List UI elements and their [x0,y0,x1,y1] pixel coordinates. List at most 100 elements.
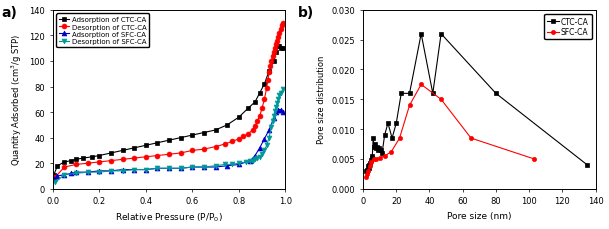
Adsorption of SFC-CA [72,171,80,174]
Desorption of SFC-CA [221,163,228,166]
Desorption of CTC-CA [200,148,208,151]
Adsorption of CTC-CA [119,149,126,152]
Adsorption of CTC-CA [166,139,173,142]
Desorption of SFC-CA [166,167,173,170]
Adsorption of CTC-CA [89,156,96,158]
Desorption of CTC-CA [275,36,282,39]
SFC-CA [406,104,413,107]
CTC-CA [373,147,380,150]
Adsorption of SFC-CA [200,166,208,169]
Desorption of CTC-CA [254,120,261,123]
Desorption of CTC-CA [258,107,266,110]
Desorption of SFC-CA [256,156,263,158]
Adsorption of CTC-CA [72,158,80,161]
SFC-CA [373,158,380,161]
Desorption of CTC-CA [235,138,242,141]
Adsorption of SFC-CA [54,175,61,177]
Desorption of SFC-CA [61,174,68,176]
Desorption of CTC-CA [240,135,247,138]
Line: SFC-CA: SFC-CA [364,83,536,179]
Desorption of SFC-CA [266,137,273,139]
Adsorption of SFC-CA [272,111,280,114]
Desorption of SFC-CA [275,98,282,101]
Adsorption of SFC-CA [107,170,114,172]
Adsorption of CTC-CA [54,165,61,167]
Adsorption of SFC-CA [130,169,138,171]
Desorption of SFC-CA [228,163,236,166]
Desorption of CTC-CA [263,87,270,90]
CTC-CA [364,169,371,171]
Text: b): b) [298,5,314,19]
Adsorption of SFC-CA [235,163,242,166]
Legend: CTC-CA, SFC-CA: CTC-CA, SFC-CA [544,15,592,40]
Adsorption of CTC-CA [276,45,283,48]
Adsorption of CTC-CA [256,92,263,95]
CTC-CA [370,146,378,149]
Adsorption of CTC-CA [96,155,103,157]
Desorption of CTC-CA [96,161,103,164]
CTC-CA [362,170,370,172]
Adsorption of SFC-CA [212,166,219,169]
Adsorption of SFC-CA [270,117,277,120]
Adsorption of CTC-CA [79,157,86,160]
Desorption of SFC-CA [84,171,91,174]
Desorption of SFC-CA [272,106,280,109]
Adsorption of CTC-CA [224,124,231,127]
Desorption of CTC-CA [130,157,138,160]
Adsorption of SFC-CA [177,167,185,170]
Desorption of SFC-CA [153,167,161,170]
Adsorption of SFC-CA [153,167,161,170]
Adsorption of SFC-CA [277,109,284,112]
Desorption of SFC-CA [177,167,185,170]
Desorption of SFC-CA [273,102,281,105]
SFC-CA [370,158,378,161]
Desorption of CTC-CA [221,143,228,146]
CTC-CA [363,170,370,172]
Desorption of SFC-CA [200,166,208,169]
Desorption of SFC-CA [269,120,276,123]
Adsorption of CTC-CA [107,152,114,155]
Adsorption of SFC-CA [119,169,126,171]
SFC-CA [418,84,425,86]
Adsorption of SFC-CA [142,169,149,171]
Adsorption of SFC-CA [61,174,68,176]
Line: Desorption of CTC-CA: Desorption of CTC-CA [52,21,286,180]
Line: Desorption of SFC-CA: Desorption of SFC-CA [52,87,286,185]
CTC-CA [371,143,379,146]
Desorption of CTC-CA [61,166,68,169]
SFC-CA [381,155,389,158]
Desorption of CTC-CA [278,25,286,27]
CTC-CA [368,157,375,159]
SFC-CA [437,98,445,101]
X-axis label: Relative Pressure (P/P$_0$): Relative Pressure (P/P$_0$) [115,211,223,224]
SFC-CA [467,137,474,140]
Adsorption of CTC-CA [280,48,287,50]
Desorption of CTC-CA [273,40,281,43]
Adsorption of SFC-CA [261,138,268,141]
Desorption of SFC-CA [271,110,278,113]
CTC-CA [370,137,377,140]
Desorption of CTC-CA [268,60,275,63]
SFC-CA [365,170,372,172]
CTC-CA [437,33,445,36]
Adsorption of SFC-CA [280,111,287,114]
CTC-CA [393,122,400,125]
Desorption of SFC-CA [249,160,256,162]
SFC-CA [366,165,373,168]
CTC-CA [492,93,499,95]
Adsorption of SFC-CA [68,172,75,175]
Adsorption of CTC-CA [235,116,242,119]
CTC-CA [429,93,437,95]
Desorption of SFC-CA [130,169,138,171]
CTC-CA [376,147,383,150]
CTC-CA [384,122,392,125]
Desorption of SFC-CA [270,115,277,118]
Desorption of CTC-CA [264,79,272,82]
Adsorption of CTC-CA [266,71,273,73]
Adsorption of SFC-CA [252,155,259,157]
Line: Adsorption of CTC-CA: Adsorption of CTC-CA [52,44,286,177]
Desorption of CTC-CA [280,22,287,25]
Desorption of SFC-CA [96,171,103,174]
Desorption of SFC-CA [235,162,242,165]
Adsorption of CTC-CA [252,101,259,104]
